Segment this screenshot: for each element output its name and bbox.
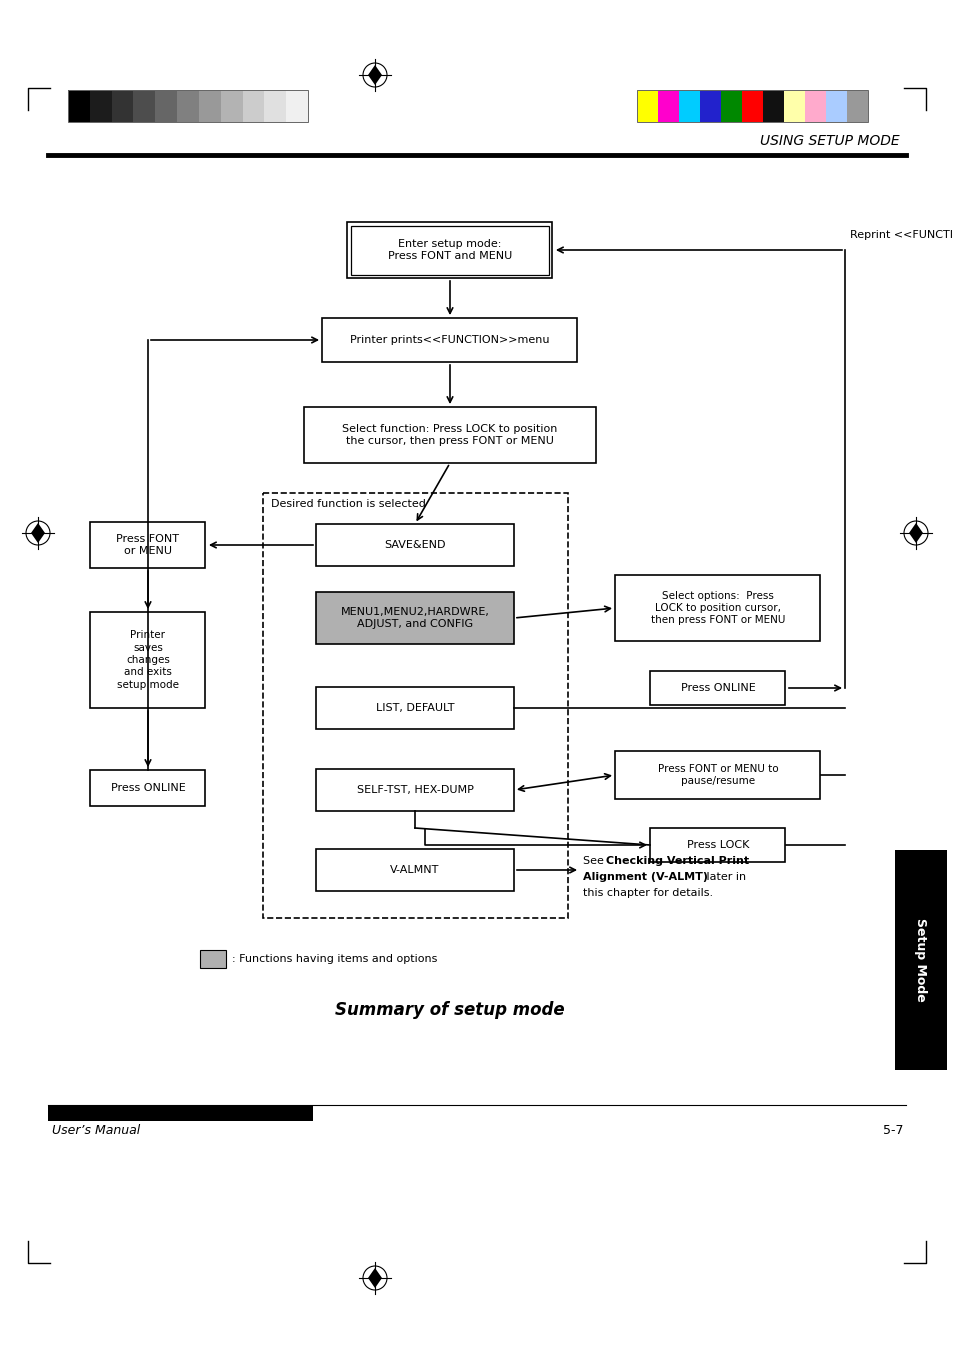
Polygon shape — [368, 65, 381, 85]
Bar — [68, 91, 90, 122]
Bar — [658, 91, 679, 122]
Bar — [264, 91, 286, 122]
Bar — [347, 222, 552, 278]
Bar — [650, 828, 784, 862]
Text: : Functions having items and options: : Functions having items and options — [232, 954, 436, 965]
Bar — [351, 226, 548, 274]
Text: Press FONT
or MENU: Press FONT or MENU — [116, 534, 179, 557]
Bar — [615, 576, 820, 640]
Bar — [263, 493, 567, 917]
Text: Press ONLINE: Press ONLINE — [111, 784, 185, 793]
Bar — [720, 91, 741, 122]
Bar — [804, 91, 825, 122]
Text: LIST, DEFAULT: LIST, DEFAULT — [375, 703, 454, 713]
Bar — [48, 1105, 313, 1121]
Bar — [315, 848, 514, 892]
Polygon shape — [908, 523, 923, 543]
Text: User’s Manual: User’s Manual — [52, 1124, 140, 1138]
Bar — [615, 751, 820, 798]
Bar — [637, 91, 658, 122]
Text: Checking Vertical Print: Checking Vertical Print — [605, 857, 748, 866]
Text: Press FONT or MENU to
pause/resume: Press FONT or MENU to pause/resume — [657, 763, 778, 786]
Text: Printer
saves
changes
and exits
setup mode: Printer saves changes and exits setup mo… — [117, 630, 179, 690]
Bar — [199, 91, 220, 122]
Polygon shape — [30, 523, 45, 543]
Text: 5-7: 5-7 — [882, 1124, 903, 1138]
Bar — [846, 91, 867, 122]
Bar — [650, 671, 784, 705]
Text: SELF-TST, HEX-DUMP: SELF-TST, HEX-DUMP — [356, 785, 473, 794]
Bar — [112, 91, 133, 122]
Bar — [315, 688, 514, 730]
Text: See: See — [582, 857, 607, 866]
Text: Reprint <<FUNCTION>> menu: Reprint <<FUNCTION>> menu — [849, 230, 953, 240]
Bar — [315, 769, 514, 811]
Polygon shape — [368, 1269, 381, 1288]
Bar — [68, 91, 308, 122]
Bar — [741, 91, 762, 122]
Bar — [783, 91, 804, 122]
Text: Select function: Press LOCK to position
the cursor, then press FONT or MENU: Select function: Press LOCK to position … — [342, 424, 558, 446]
Text: Desired function is selected: Desired function is selected — [271, 499, 425, 509]
Text: Printer prints<<FUNCTION>>menu: Printer prints<<FUNCTION>>menu — [350, 335, 549, 345]
Text: Press ONLINE: Press ONLINE — [679, 684, 755, 693]
Bar — [304, 407, 596, 463]
Bar — [91, 521, 205, 567]
Bar — [315, 592, 514, 644]
Text: Select options:  Press
LOCK to position cursor,
then press FONT or MENU: Select options: Press LOCK to position c… — [650, 590, 784, 626]
Bar — [91, 770, 205, 807]
Bar — [177, 91, 199, 122]
Text: USING SETUP MODE: USING SETUP MODE — [760, 134, 899, 149]
Bar — [894, 850, 946, 1070]
Bar — [133, 91, 155, 122]
Text: Setup Mode: Setup Mode — [914, 919, 926, 1002]
Bar — [700, 91, 720, 122]
Text: Alignment (V-ALMT): Alignment (V-ALMT) — [582, 871, 707, 882]
Text: later in: later in — [702, 871, 745, 882]
Bar — [155, 91, 177, 122]
Bar — [762, 91, 783, 122]
Bar — [220, 91, 242, 122]
Bar — [242, 91, 264, 122]
Bar — [90, 91, 112, 122]
Text: Summary of setup mode: Summary of setup mode — [335, 1001, 564, 1019]
Bar — [825, 91, 846, 122]
Bar — [91, 612, 205, 708]
Bar — [322, 317, 577, 362]
Text: Enter setup mode:
Press FONT and MENU: Enter setup mode: Press FONT and MENU — [388, 239, 512, 261]
Text: this chapter for details.: this chapter for details. — [582, 888, 713, 898]
Bar — [637, 91, 867, 122]
Bar — [200, 950, 226, 969]
Bar — [679, 91, 700, 122]
Text: Press LOCK: Press LOCK — [686, 840, 748, 850]
Text: MENU1,MENU2,HARDWRE,
ADJUST, and CONFIG: MENU1,MENU2,HARDWRE, ADJUST, and CONFIG — [340, 607, 489, 630]
Text: V-ALMNT: V-ALMNT — [390, 865, 439, 875]
Bar — [286, 91, 308, 122]
Text: SAVE&END: SAVE&END — [384, 540, 445, 550]
Bar — [315, 524, 514, 566]
